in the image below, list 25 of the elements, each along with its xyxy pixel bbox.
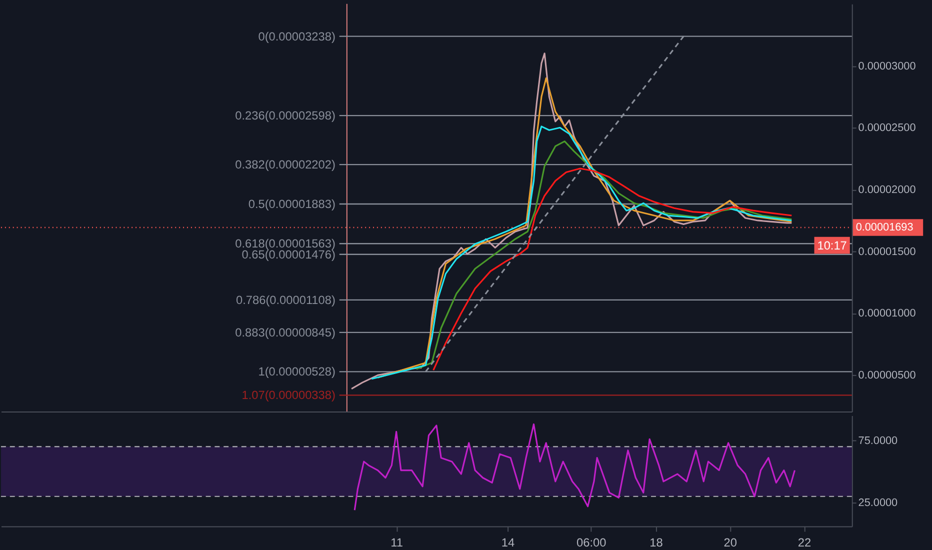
ref-line-label: 0.883(0.00000845) xyxy=(235,325,336,340)
y-tick-label: 0.00001000 xyxy=(858,308,916,320)
y-tick-label: 0.00002500 xyxy=(858,122,916,134)
y-tick-label: 0.00001500 xyxy=(858,246,916,258)
x-tick-label: 06:00 xyxy=(576,536,607,550)
x-tick-label: 22 xyxy=(798,536,812,550)
x-tick-label: 14 xyxy=(501,536,515,550)
ref-line-label: 0.382(0.00002202) xyxy=(235,157,336,172)
x-tick-label: 11 xyxy=(390,536,404,550)
annotation: 10:17 xyxy=(817,238,847,252)
x-tick-label: 20 xyxy=(724,536,738,550)
ref-line-label: 0.00001693 xyxy=(856,221,914,234)
ref-line-label: 0.236(0.00002598) xyxy=(235,108,336,122)
y-tick-label: 75.0000 xyxy=(858,434,898,447)
ref-line-label: 1(0.00000528) xyxy=(258,364,336,379)
y-tick-label: 0.00000500 xyxy=(858,370,916,382)
ref-line-label: 0.618(0.00001563) xyxy=(235,236,336,251)
y-tick-label: 25.0000 xyxy=(858,497,898,510)
y-tick-label: 0.00002000 xyxy=(858,184,916,196)
x-tick-label: 18 xyxy=(650,536,664,550)
ref-line-label: 0(0.00003238) xyxy=(258,29,336,44)
y-tick-label: 0.00003000 xyxy=(858,60,916,72)
ref-line-label: 0.786(0.00001108) xyxy=(236,292,336,307)
ref-line-label: 0.5(0.00001883) xyxy=(248,196,336,211)
ref-line-label: 1.07(0.00000338) xyxy=(242,388,336,402)
